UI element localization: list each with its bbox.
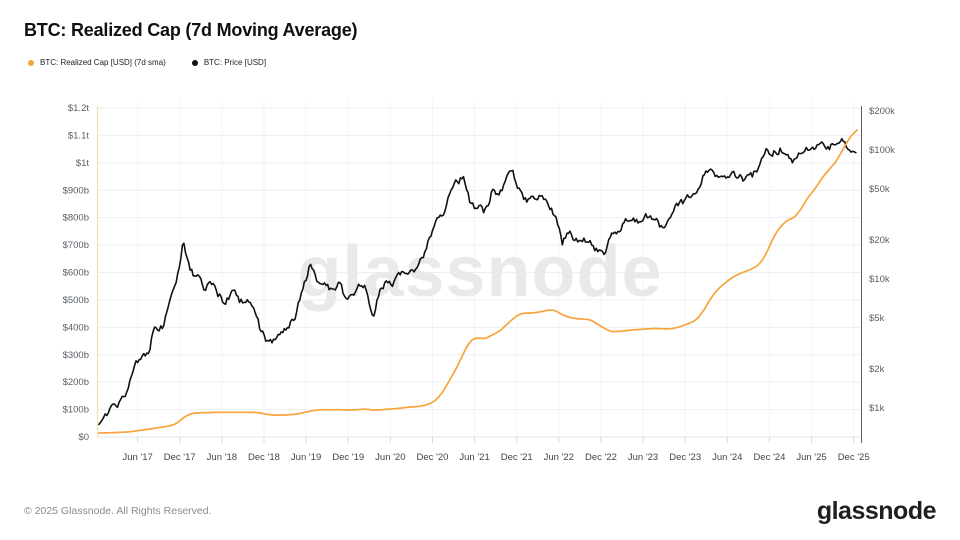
x-axis-label: Jun '25 <box>796 452 826 463</box>
x-axis-label: Dec '21 <box>501 452 533 463</box>
copyright-text: © 2025 Glassnode. All Rights Reserved. <box>24 505 212 517</box>
left-axis-label: $1.1t <box>68 130 89 141</box>
x-axis-label: Jun '18 <box>207 452 237 463</box>
legend-dot-icon <box>28 59 34 66</box>
glassnode-watermark: glassnode <box>297 232 662 312</box>
price-line-series <box>98 137 857 426</box>
x-axis-label: Dec '19 <box>332 452 364 463</box>
legend-label: BTC: Realized Cap [USD] (7d sma) <box>40 58 166 67</box>
left-axis-label: $900b <box>63 185 89 196</box>
left-axis-label: $800b <box>63 213 89 224</box>
legend-dot-icon <box>191 59 198 66</box>
legend-item-realized-cap[interactable]: BTC: Realized Cap [USD] (7d sma) <box>28 58 166 67</box>
right-axis-label: $10k <box>869 274 890 285</box>
footer: © 2025 Glassnode. All Rights Reserved. g… <box>24 492 937 530</box>
right-axis-label: $200k <box>869 106 895 117</box>
realized-cap-line-series <box>98 129 859 434</box>
left-axis-label: $700b <box>63 240 89 251</box>
x-axis-label: Jun '20 <box>375 452 405 463</box>
left-axis-label: $100b <box>63 405 89 416</box>
chart-legend: BTC: Realized Cap [USD] (7d sma) BTC: Pr… <box>28 58 266 67</box>
x-axis-label: Dec '25 <box>838 452 870 463</box>
left-axis-label: $0 <box>78 432 89 443</box>
x-axis-label: Dec '17 <box>164 452 196 463</box>
right-axis-label: $2k <box>869 364 885 375</box>
right-axis-label: $1k <box>869 403 885 414</box>
right-axis-label: $50k <box>869 184 890 195</box>
left-axis-label: $1t <box>76 158 90 169</box>
left-axis-label: $300b <box>63 350 89 361</box>
x-axis-label: Dec '24 <box>753 452 785 463</box>
x-axis-label: Dec '18 <box>248 452 280 463</box>
left-axis-label: $600b <box>63 268 89 279</box>
right-axis-label: $100k <box>869 145 895 156</box>
x-axis-label: Dec '22 <box>585 452 617 463</box>
page-title: BTC: Realized Cap (7d Moving Average) <box>24 20 358 40</box>
left-axis-label: $200b <box>63 377 89 388</box>
left-axis-label: $1.2t <box>68 103 89 114</box>
x-axis-label: Dec '23 <box>669 452 701 463</box>
left-axis-label: $400b <box>63 322 89 333</box>
right-axis-label: $20k <box>869 235 890 246</box>
x-axis-label: Jun '17 <box>122 452 152 463</box>
x-axis-label: Jun '22 <box>544 452 574 463</box>
x-axis-label: Jun '23 <box>628 452 658 463</box>
x-axis-label: Jun '21 <box>459 452 489 463</box>
left-axis-label: $500b <box>63 295 89 306</box>
legend-label: BTC: Price [USD] <box>203 58 267 67</box>
x-axis-label: Dec '20 <box>416 452 448 463</box>
right-axis-label: $5k <box>869 313 885 324</box>
legend-item-price[interactable]: BTC: Price [USD] <box>191 58 267 67</box>
glassnode-logo: glassnode <box>816 496 937 525</box>
x-axis-label: Jun '19 <box>291 452 321 463</box>
x-axis-label: Jun '24 <box>712 452 742 463</box>
